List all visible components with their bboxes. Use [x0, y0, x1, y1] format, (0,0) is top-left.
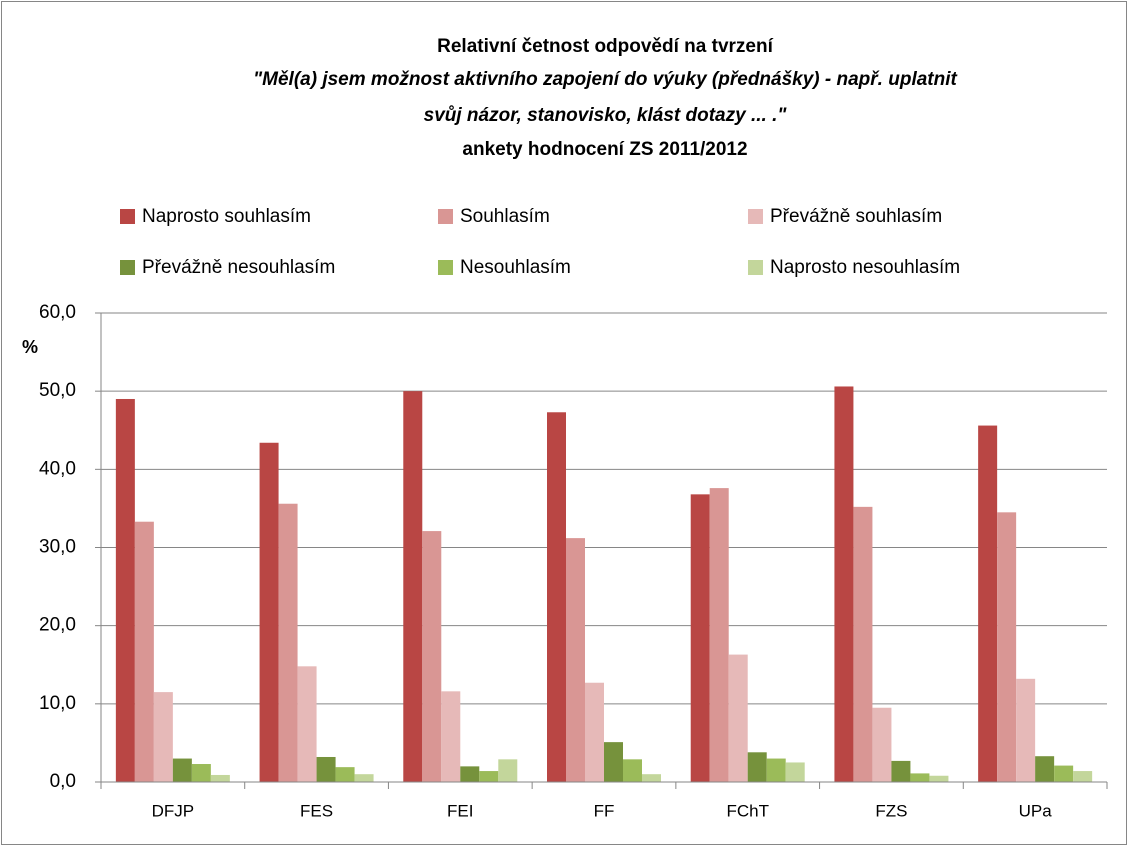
y-tick-label: 20,0 — [39, 615, 76, 636]
chart-title: "Měl(a) jsem možnost aktivního zapojení … — [253, 69, 957, 90]
bar — [709, 488, 729, 782]
bar — [766, 758, 786, 782]
bar — [1073, 771, 1093, 782]
bar — [891, 760, 911, 782]
bar — [623, 759, 642, 782]
legend-swatch — [748, 209, 763, 224]
bar — [547, 412, 566, 782]
bar — [978, 425, 998, 782]
bar — [1054, 765, 1074, 782]
legend-swatch — [748, 260, 763, 275]
legend-swatch — [438, 260, 453, 275]
bar — [422, 531, 442, 782]
legend-label: Naprosto nesouhlasím — [770, 257, 960, 278]
y-tick-label: 30,0 — [39, 537, 76, 558]
legend-label: Nesouhlasím — [460, 257, 571, 278]
bar — [460, 766, 480, 782]
bar — [728, 654, 748, 782]
y-tick-label: 40,0 — [39, 458, 76, 479]
legend-swatch — [438, 209, 453, 224]
bar — [910, 773, 930, 782]
y-tick-label: 10,0 — [39, 693, 76, 714]
legend-label: Převážně nesouhlasím — [142, 257, 335, 278]
bar — [259, 442, 279, 782]
chart-title: svůj názor, stanovisko, klást dotazy ...… — [424, 105, 788, 126]
bar — [997, 512, 1017, 782]
legend-swatch — [120, 260, 135, 275]
y-tick-label: 0,0 — [50, 771, 76, 792]
bar — [278, 503, 298, 782]
x-tick-label: FES — [300, 801, 333, 820]
y-tick-label: 50,0 — [39, 380, 76, 401]
x-tick-label: FEI — [447, 801, 473, 820]
bar — [785, 762, 805, 782]
x-tick-label: FZS — [875, 801, 907, 820]
bar — [834, 386, 854, 782]
bar — [115, 398, 135, 782]
legend-swatch — [120, 209, 135, 224]
bar — [642, 774, 661, 782]
bar — [498, 759, 518, 782]
y-tick-label: 60,0 — [39, 302, 76, 323]
bar — [297, 666, 317, 782]
bar — [747, 752, 767, 782]
legend-label: Převážně souhlasím — [770, 206, 942, 227]
legend-label: Naprosto souhlasím — [142, 206, 311, 227]
bar — [872, 707, 892, 782]
chart-title: Relativní četnost odpovědí na tvrzení — [437, 36, 773, 57]
bar — [853, 506, 873, 782]
bar — [134, 521, 154, 782]
x-tick-label: UPa — [1019, 801, 1053, 820]
bar — [153, 692, 173, 782]
x-tick-label: FF — [594, 801, 615, 820]
bar — [316, 756, 336, 782]
x-tick-label: FChT — [726, 801, 769, 820]
bar — [172, 758, 192, 782]
bar — [191, 764, 211, 782]
bar — [335, 767, 355, 782]
bar — [1016, 678, 1036, 782]
bar — [403, 391, 423, 782]
bar — [566, 538, 585, 782]
bar — [929, 775, 949, 782]
bar — [354, 774, 374, 782]
bar — [210, 774, 230, 782]
bar — [1035, 756, 1055, 782]
bar — [585, 682, 604, 782]
legend-label: Souhlasím — [460, 206, 550, 227]
bar — [690, 494, 710, 782]
bar — [604, 742, 623, 782]
bar — [479, 771, 499, 782]
y-axis-label: % — [22, 337, 38, 357]
chart-title: ankety hodnocení ZS 2011/2012 — [462, 139, 747, 160]
bar — [441, 691, 461, 782]
x-tick-label: DFJP — [152, 801, 195, 820]
